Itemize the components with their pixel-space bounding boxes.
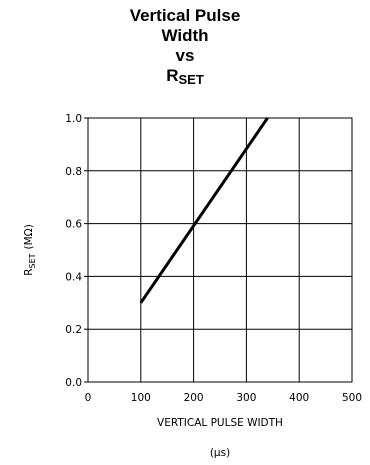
plot-frame (87, 117, 353, 383)
y-axis-unit: (MΩ) (23, 224, 35, 249)
title-line-2: Width (161, 26, 209, 45)
x-axis-unit: (μs) (210, 447, 230, 459)
y-tick-labels: 0.0 0.2 0.4 0.6 0.8 1.0 (65, 113, 82, 389)
series-line (139, 117, 269, 304)
title-line-4: RSET (0, 66, 370, 86)
title-symbol-subscript: SET (178, 72, 204, 87)
x-axis-label: VERTICAL PULSE WIDTH (157, 417, 283, 429)
x-tick-label: 100 (131, 392, 151, 404)
x-tick-labels: 0 100 200 300 400 500 (85, 392, 362, 404)
y-axis-subscript: SET (28, 253, 37, 268)
x-tick-label: 300 (236, 392, 256, 404)
y-tick-label: 0.2 (65, 324, 82, 336)
title-line-1: Vertical Pulse (129, 6, 241, 25)
y-axis-label: RSET (MΩ) (23, 224, 37, 276)
x-tick-label: 200 (184, 392, 204, 404)
grid (84, 117, 353, 383)
y-tick-label: 0.0 (65, 377, 82, 389)
y-tick-label: 1.0 (65, 113, 82, 125)
x-tick-label: 500 (342, 392, 362, 404)
y-tick-label: 0.4 (65, 271, 82, 283)
y-tick-label: 0.8 (65, 166, 82, 178)
series-layer (139, 117, 269, 304)
y-axis-symbol: R (23, 269, 35, 276)
title-symbol: R (166, 66, 179, 85)
title-line-3: vs (175, 46, 195, 65)
x-tick-label: 400 (289, 392, 309, 404)
x-tick-label: 0 (85, 392, 92, 404)
chart-title: Vertical Pulse Width vs RSET (0, 6, 370, 86)
y-tick-label: 0.6 (65, 219, 82, 231)
